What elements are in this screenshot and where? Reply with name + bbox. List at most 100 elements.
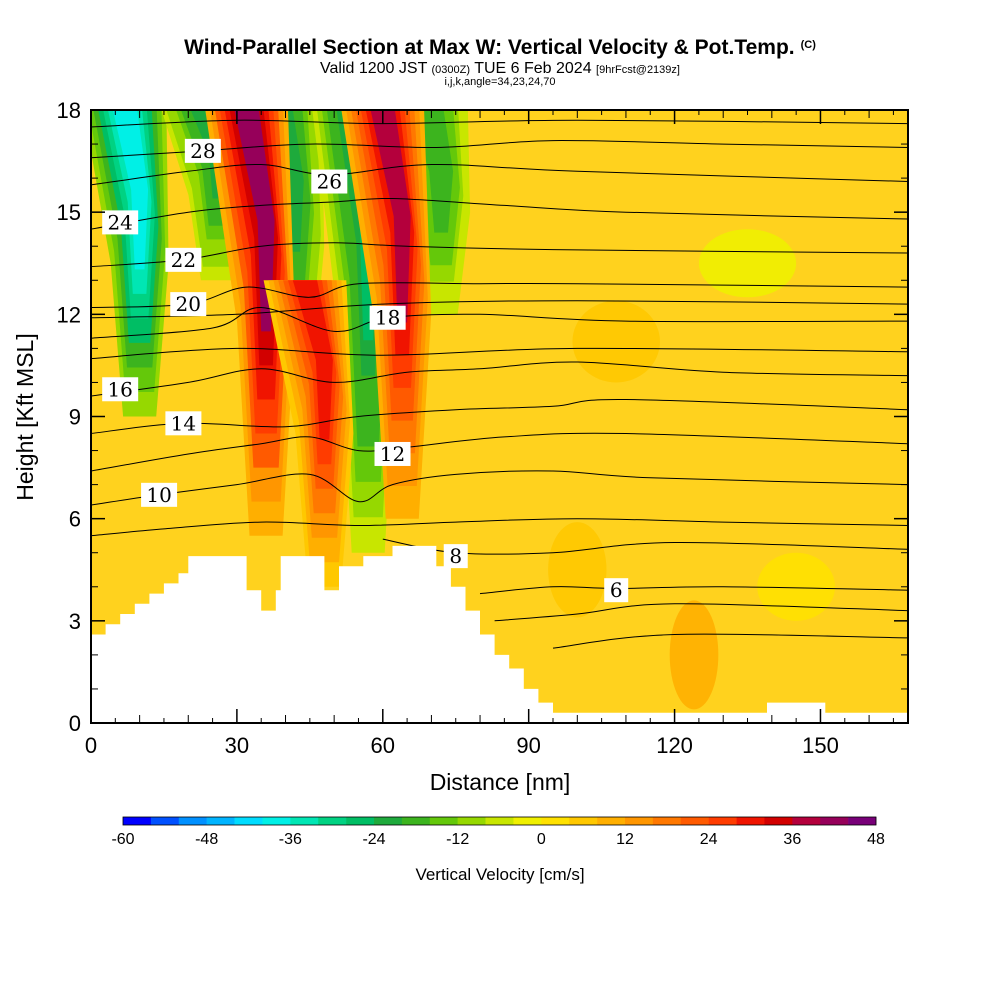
terrain-mask (91, 545, 908, 723)
title-text: Wind-Parallel Section at Max W: Vertical… (184, 36, 795, 59)
x-tick-label-0: 0 (85, 733, 97, 758)
theta-contour-14 (91, 398, 908, 434)
chart-subtitle: Valid 1200 JST (0300Z) TUE 6 Feb 2024 [9… (0, 60, 1000, 78)
velocity-patch-2 (572, 300, 660, 383)
colorbar-swatch-0 (123, 817, 152, 825)
colorbar-swatch-5 (262, 817, 291, 825)
colorbar-label: Vertical Velocity [cm/s] (415, 865, 584, 884)
contour-label-box-14 (165, 411, 202, 436)
contour-label-box-18 (369, 305, 406, 330)
x-tick-label-150: 150 (802, 733, 839, 758)
colorbar-swatch-24 (792, 817, 821, 825)
colorbar-swatch-15 (541, 817, 570, 825)
y-tick-label-0: 0 (69, 711, 81, 736)
contour-label-box-12 (374, 441, 411, 466)
contour-label-18: 18 (375, 306, 400, 330)
colorbar-swatch-4 (234, 817, 263, 825)
velocity-fill-0-6 (112, 110, 149, 270)
theta-contour-16 (91, 361, 908, 397)
x-axis-label: Distance [nm] (430, 769, 571, 795)
colorbar-tick-36: 36 (783, 831, 801, 848)
colorbar-tick--48: -48 (195, 831, 218, 848)
contour-label-8: 8 (449, 544, 462, 568)
x-tick-label-120: 120 (656, 733, 693, 758)
colorbar-swatch-13 (485, 817, 514, 825)
theta-contour-24 (91, 197, 908, 230)
colorbar-swatch-20 (680, 817, 709, 825)
contour-label-14: 14 (171, 411, 196, 435)
contour-label-6: 6 (610, 578, 623, 602)
colorbar-swatch-21 (708, 817, 737, 825)
colorbar-swatch-1 (150, 817, 180, 825)
contour-label-box-6 (604, 578, 629, 603)
theta-contour-minor-0 (91, 518, 908, 537)
colorbar-swatch-6 (290, 817, 319, 825)
colorbar-swatch-17 (597, 817, 626, 825)
valid-prefix: Valid 1200 JST (320, 60, 428, 77)
x-tick-label-60: 60 (371, 733, 395, 758)
theta-contour-10 (91, 470, 908, 506)
theta-contour-20 (91, 282, 908, 308)
contour-labels: 6 8 10 12 14 16 18 20 22 24 26 28 (102, 138, 629, 603)
velocity-patch-1 (669, 600, 719, 710)
colorbar-swatch-25 (820, 817, 849, 825)
theta-contour-minor-2 (552, 633, 908, 649)
velocity-fill-1-6 (292, 280, 333, 440)
colorbar-swatch-18 (625, 817, 654, 825)
contour-label-20: 20 (176, 292, 201, 316)
updraft-band-1 (263, 280, 354, 587)
velocity-patch-3 (757, 552, 836, 621)
velocity-fill-2-6 (370, 110, 411, 323)
y-axis-label: Height [Kft MSL] (12, 333, 38, 500)
contour-label-box-10 (141, 482, 178, 507)
colorbar-swatch-9 (374, 817, 403, 825)
colorbar-swatch-23 (764, 817, 793, 825)
colorbar-swatch-26 (848, 817, 877, 825)
contour-label-box-24 (102, 210, 139, 235)
grid-indices: i,j,k,angle=34,23,24,70 (444, 76, 556, 88)
contour-label-box-20 (170, 292, 207, 317)
colorbar-tick--12: -12 (446, 831, 469, 848)
colorbar-swatch-16 (569, 817, 598, 825)
colorbar-tick-48: 48 (867, 831, 885, 848)
colorbar-swatch-11 (429, 817, 458, 825)
velocity-fill-4-6 (414, 110, 450, 217)
colorbar-swatch-22 (736, 817, 765, 825)
theta-contour-26 (91, 163, 908, 186)
colorbar-swatch-2 (178, 817, 207, 825)
x-tick-label-90: 90 (516, 733, 540, 758)
colorbar-frame (122, 816, 877, 826)
colorbar-swatch-8 (346, 817, 375, 825)
forecast-note: [9hrFcst@2139z] (596, 64, 680, 76)
contour-label-box-22 (165, 247, 202, 272)
contour-label-28: 28 (190, 139, 215, 163)
theta-contour-minor-1 (494, 603, 908, 622)
contour-label-box-8 (443, 544, 468, 569)
colorbar-swatch-10 (401, 817, 431, 825)
colorbar: -60 -48 -36 -24 -12 0 12 24 36 48 (111, 816, 885, 848)
contour-label-22: 22 (171, 248, 196, 272)
theta-contour-minor-5 (91, 347, 908, 360)
theta-contours (91, 119, 908, 649)
velocity-patch-0 (548, 522, 607, 618)
contour-label-16: 16 (107, 377, 132, 401)
velocity-fill-0-6 (234, 110, 275, 332)
velocity-fill-2-6 (268, 110, 304, 252)
colorbar-swatch-7 (318, 817, 347, 825)
contour-label-26: 26 (317, 170, 342, 194)
colorbar-swatch-12 (457, 817, 486, 825)
colorbar-swatch-19 (652, 817, 682, 825)
velocity-patch-4 (698, 229, 797, 298)
contour-label-box-28 (184, 138, 221, 163)
colorbar-swatch-14 (513, 817, 542, 825)
valid-utc: (0300Z) (431, 64, 471, 76)
valid-date: TUE 6 Feb 2024 (474, 60, 592, 77)
colorbar-tick-0: 0 (537, 831, 546, 848)
colorbar-swatch-3 (206, 817, 235, 825)
y-tick-label-12: 12 (57, 302, 81, 327)
colorbar-tick--36: -36 (279, 831, 302, 848)
copyright-mark: (C) (800, 39, 816, 51)
contour-label-10: 10 (146, 483, 171, 507)
terrain-fill (91, 545, 908, 723)
